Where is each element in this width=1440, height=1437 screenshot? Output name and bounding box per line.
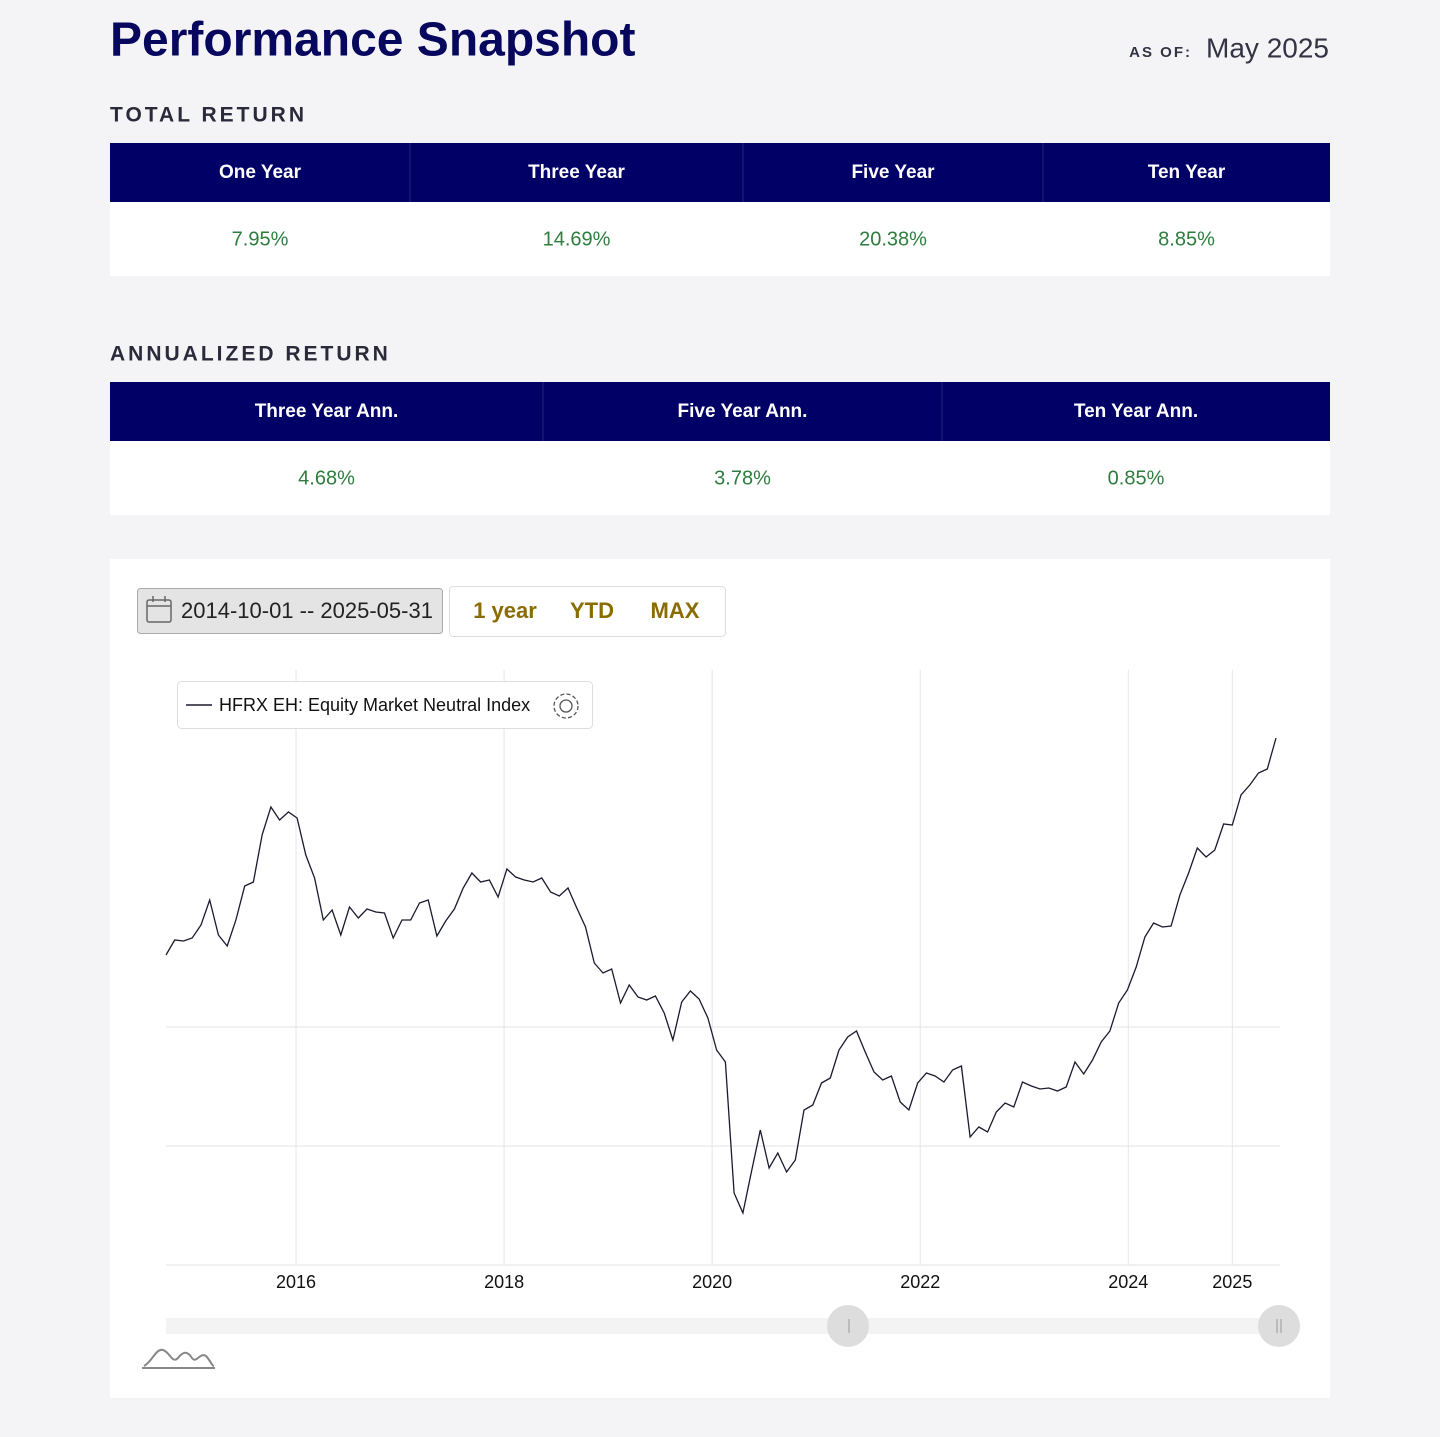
column-header: One Year <box>219 162 302 183</box>
as-of-label: AS OF: <box>1129 44 1192 61</box>
x-tick-label: 2016 <box>276 1272 316 1292</box>
range-buttons <box>449 586 726 637</box>
return-value: 0.85% <box>1108 467 1165 489</box>
line-series <box>165 737 1277 1216</box>
date-range-box[interactable] <box>137 588 443 634</box>
return-value: 7.95% <box>232 228 289 250</box>
return-value: 20.38% <box>859 228 927 250</box>
table-body <box>110 202 1330 276</box>
range-button[interactable]: 1 year <box>473 598 537 623</box>
legend <box>177 681 593 729</box>
column-header: Ten Year Ann. <box>1074 401 1198 422</box>
return-value: 8.85% <box>1158 228 1215 250</box>
date-range[interactable]: 2014-10-01 -- 2025-05-31 <box>181 598 433 623</box>
range-button[interactable]: MAX <box>651 598 700 623</box>
range-button[interactable]: YTD <box>570 598 614 623</box>
calendar-icon <box>146 596 172 623</box>
x-tick-label: 2024 <box>1108 1272 1148 1292</box>
table-body <box>110 441 1330 515</box>
x-tick-label: 2022 <box>900 1272 940 1292</box>
column-header: Three Year Ann. <box>255 401 399 422</box>
table-header <box>110 382 1330 441</box>
return-value: 14.69% <box>543 228 611 250</box>
page-title: Performance Snapshot <box>110 14 635 67</box>
column-header: Three Year <box>528 162 625 183</box>
x-tick-label: 2018 <box>484 1272 524 1292</box>
slider-track <box>166 1318 1280 1334</box>
settings-icon[interactable] <box>553 693 579 719</box>
navigator-icon <box>142 1348 215 1369</box>
column-header: Five Year <box>851 162 935 183</box>
as-of-date: May 2025 <box>1206 32 1329 63</box>
section-title: TOTAL RETURN <box>110 104 307 127</box>
column-header: Ten Year <box>1148 162 1226 183</box>
column-header: Five Year Ann. <box>678 401 808 422</box>
legend-label: HFRX EH: Equity Market Neutral Index <box>219 695 530 715</box>
slider-handle[interactable] <box>1258 1305 1300 1347</box>
table-header <box>110 143 1330 202</box>
x-tick-label: 2025 <box>1212 1272 1252 1292</box>
slider-handle[interactable] <box>827 1305 869 1347</box>
x-tick-label: 2020 <box>692 1272 732 1292</box>
return-value: 4.68% <box>298 467 355 489</box>
return-value: 3.78% <box>714 467 771 489</box>
section-title: ANNUALIZED RETURN <box>110 343 391 366</box>
